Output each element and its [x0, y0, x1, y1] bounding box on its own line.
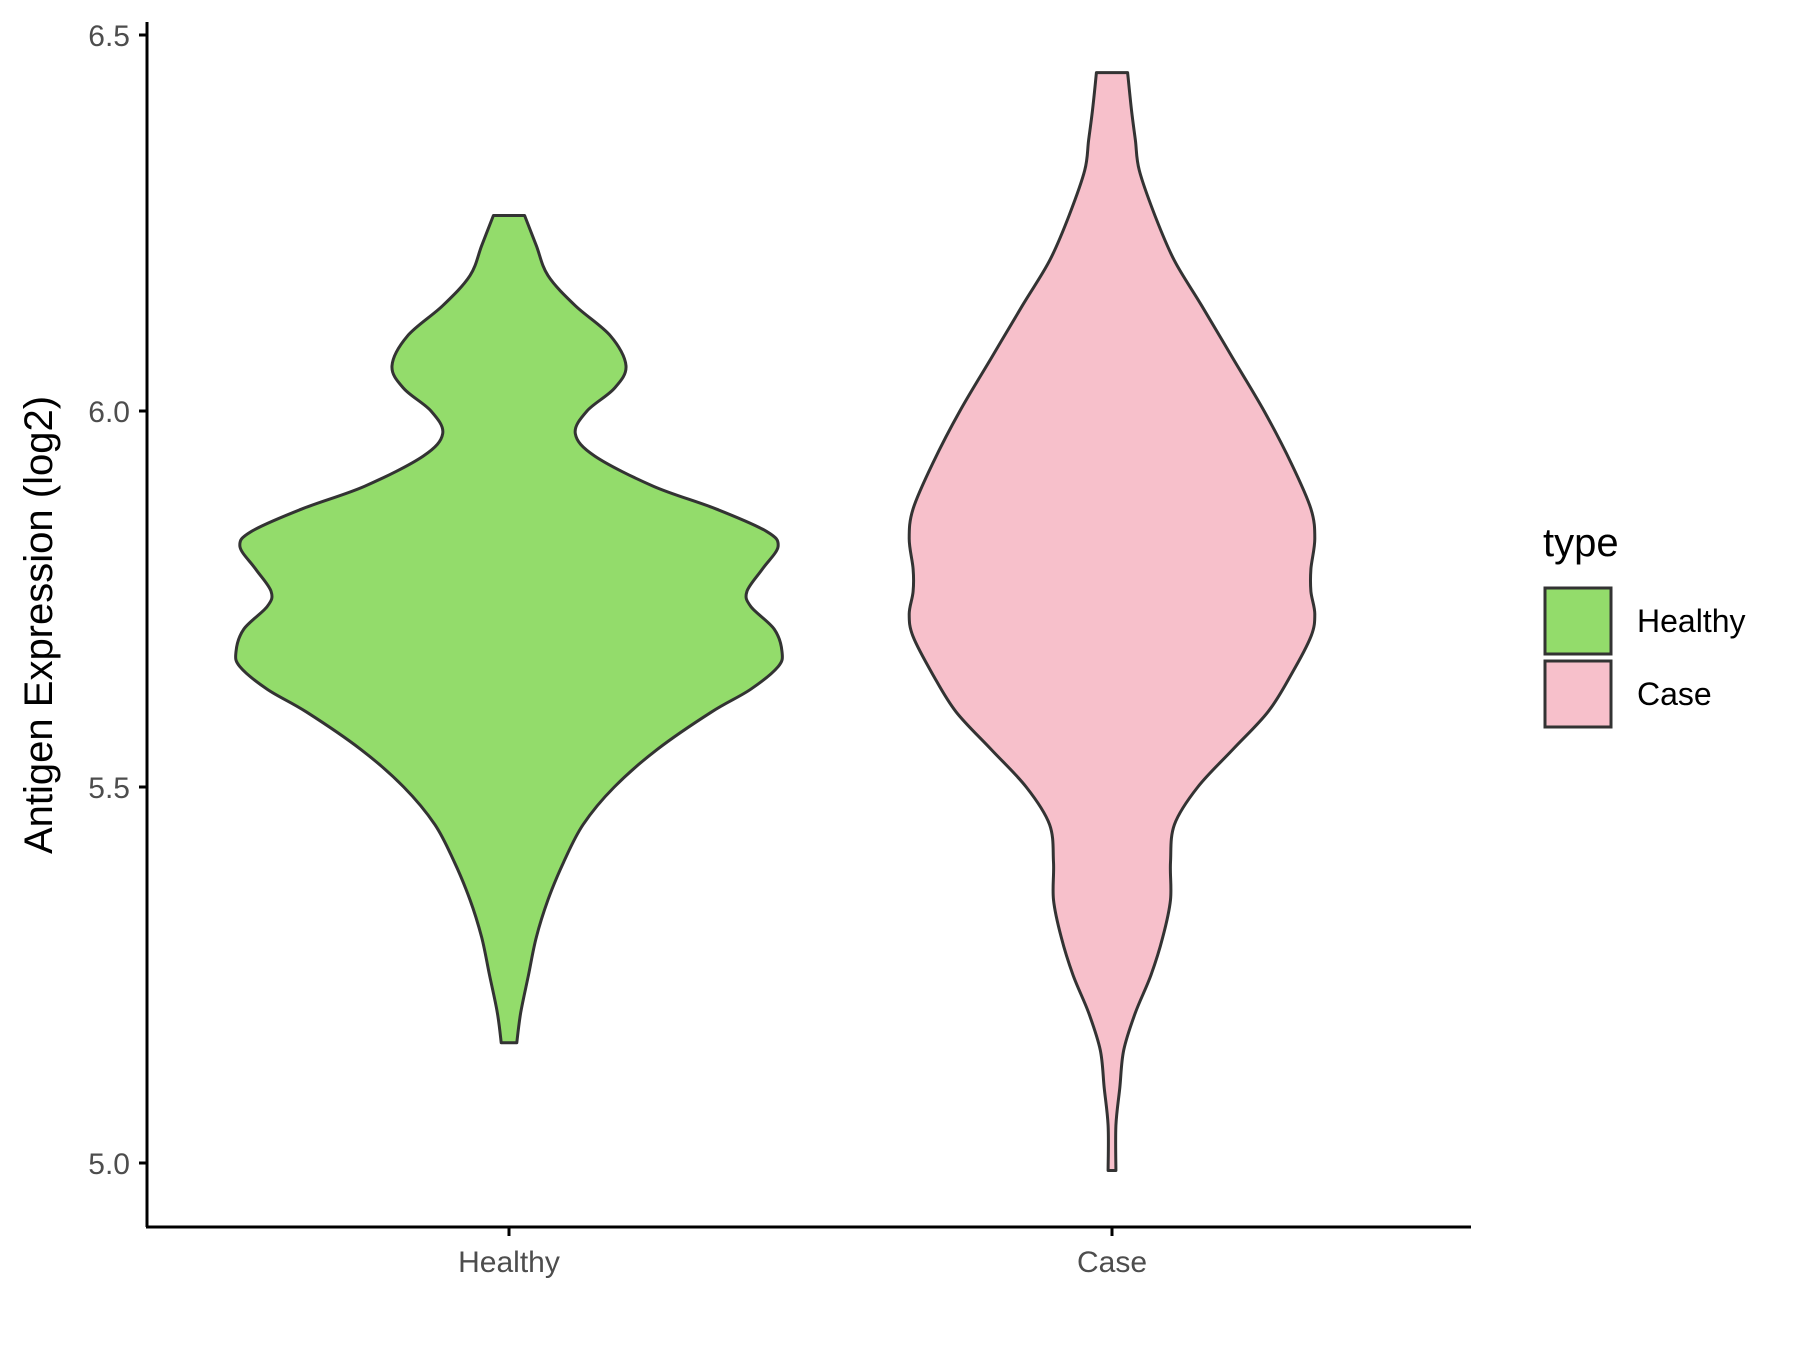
legend: type Healthy Case [1543, 521, 1746, 729]
legend-entries: Healthy Case [1543, 586, 1746, 729]
legend-swatch-healthy [1543, 586, 1613, 656]
y-axis-title: Antigen Expression (log2) [17, 396, 61, 854]
y-tick-label: 6.0 [88, 396, 130, 429]
violin-healthy [234, 214, 784, 1045]
x-tick-label: Case [1077, 1246, 1147, 1279]
violin-layer [234, 71, 1317, 1172]
y-tick-label: 5.5 [88, 772, 130, 805]
legend-label-case: Case [1637, 676, 1712, 712]
legend-title: type [1543, 521, 1619, 565]
y-ticks: 5.0 5.5 6.0 6.5 [88, 20, 147, 1181]
legend-label-healthy: Healthy [1637, 603, 1746, 639]
legend-swatch-case [1543, 659, 1613, 729]
x-tick-label: Healthy [458, 1246, 560, 1279]
x-ticks: Healthy Case [458, 1227, 1147, 1279]
axes [145, 22, 1471, 1229]
violin-case [907, 71, 1317, 1172]
y-tick-label: 6.5 [88, 20, 130, 53]
y-tick-label: 5.0 [88, 1148, 130, 1181]
